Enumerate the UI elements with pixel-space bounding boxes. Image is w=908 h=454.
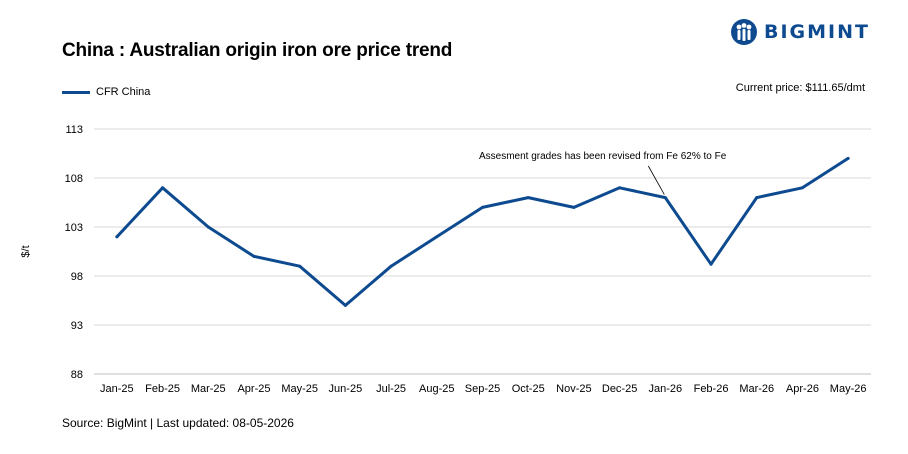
logo-text: BIGMINT: [764, 21, 870, 43]
x-tick-label: Mar-25: [191, 383, 226, 395]
data-point: [800, 186, 804, 190]
data-point: [252, 254, 256, 258]
annotation-layer: Assesment grades has been revised from F…: [479, 151, 727, 195]
x-tick-label: May-26: [830, 383, 867, 395]
current-price: Current price: $111.65/dmt: [735, 82, 865, 94]
data-point: [389, 264, 393, 268]
data-point: [755, 196, 759, 200]
x-tick-label: Oct-25: [512, 383, 545, 395]
chart-title: China : Australian origin iron ore price…: [62, 40, 453, 61]
data-point: [115, 235, 119, 239]
data-point: [481, 205, 484, 209]
data-point: [572, 205, 576, 209]
legend-swatch: [62, 90, 90, 94]
data-point: [846, 156, 850, 160]
axes: 88 93 98 103 108 113 $/t Jan-25 Feb-25 Mar-25 Apr-…: [20, 124, 866, 395]
x-tick-label: Feb-26: [694, 383, 729, 395]
data-point: [298, 264, 302, 268]
x-tick-label: Jan-26: [649, 383, 683, 395]
y-tick-label: 98: [71, 271, 83, 283]
legend: CFR China: [62, 86, 150, 98]
data-point: [435, 235, 439, 239]
x-tick-label: Mar-26: [739, 383, 774, 395]
brand-logo: BIGMINT: [730, 18, 870, 46]
x-tick-label: Feb-25: [145, 383, 180, 395]
source-note: Source: BigMint | Last updated: 08-05-20…: [62, 416, 294, 430]
data-point: [206, 225, 210, 229]
x-tick-label: Jul-25: [376, 383, 406, 395]
x-tick-label: Aug-25: [419, 383, 454, 395]
x-tick-label: Nov-25: [556, 383, 591, 395]
series-line: [115, 156, 850, 307]
x-tick-label: Apr-25: [237, 383, 270, 395]
legend-label: CFR China: [96, 86, 151, 98]
data-point: [663, 196, 667, 200]
data-point: [618, 186, 622, 190]
x-tick-label: Sep-25: [465, 383, 500, 395]
annotation-text: Assesment grades has been revised from F…: [479, 151, 727, 162]
y-tick-label: 113: [65, 124, 83, 136]
data-point: [343, 303, 347, 307]
y-tick-label: 103: [65, 222, 83, 234]
grid: [94, 128, 871, 375]
data-point: [526, 196, 530, 200]
y-tick-label: 108: [65, 173, 83, 185]
series-layer: [115, 156, 850, 307]
x-tick-label: Dec-25: [602, 383, 637, 395]
x-tick-label: May-25: [281, 383, 318, 395]
x-tick-label: Apr-26: [786, 383, 819, 395]
annotation-leader: [647, 165, 665, 195]
y-axis-label: $/t: [20, 245, 32, 257]
data-point: [709, 262, 713, 266]
x-tick-label: Jun-25: [329, 383, 363, 395]
y-tick-label: 88: [71, 369, 83, 381]
y-tick-label: 93: [71, 320, 83, 332]
bigmint-logo-icon: [731, 19, 757, 45]
x-tick-label: Jan-25: [100, 383, 134, 395]
data-point: [161, 186, 165, 190]
